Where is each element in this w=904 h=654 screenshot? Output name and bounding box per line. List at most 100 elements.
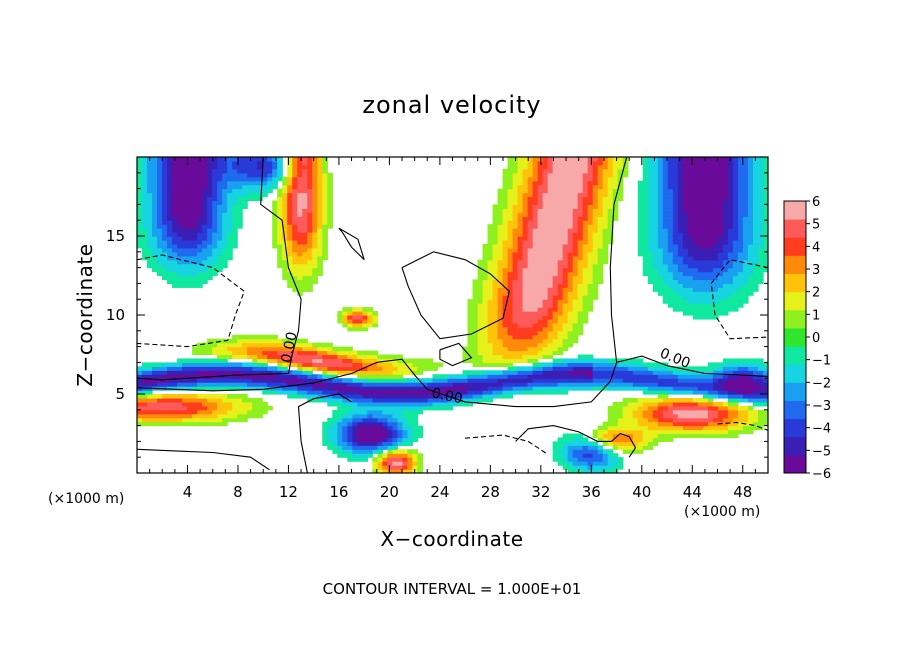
field-cell xyxy=(567,279,574,284)
field-cell xyxy=(582,157,589,162)
field-cell xyxy=(492,318,499,324)
field-cell xyxy=(322,208,328,213)
field-cell xyxy=(462,401,469,407)
field-cell xyxy=(372,397,378,403)
field-cell xyxy=(302,220,308,225)
field-cell xyxy=(537,216,544,221)
field-cell xyxy=(142,417,148,423)
field-cell xyxy=(282,196,288,202)
field-cell xyxy=(527,390,534,395)
field-cell xyxy=(482,315,489,320)
field-cell xyxy=(712,247,719,253)
field-cell xyxy=(602,216,609,221)
field-cell xyxy=(197,164,203,170)
field-cell xyxy=(332,421,338,427)
field-cell xyxy=(712,283,719,288)
field-cell xyxy=(292,350,298,356)
field-cell xyxy=(232,413,238,419)
field-cell xyxy=(592,247,599,253)
field-cell xyxy=(402,358,409,363)
field-cell xyxy=(192,188,198,194)
field-cell xyxy=(477,394,484,399)
field-cell xyxy=(572,208,579,213)
field-cell xyxy=(187,394,193,399)
field-cell xyxy=(567,157,574,162)
field-cell xyxy=(162,176,168,182)
field-cell xyxy=(222,192,228,198)
field-cell xyxy=(277,346,283,352)
field-cell xyxy=(572,168,579,174)
field-cell xyxy=(577,465,584,470)
field-cell xyxy=(532,338,539,344)
field-cell xyxy=(707,184,714,190)
field-cell xyxy=(262,362,268,367)
field-cell xyxy=(167,263,173,269)
field-cell xyxy=(142,220,148,225)
field-cell xyxy=(357,405,363,411)
field-cell xyxy=(512,338,519,344)
field-cell xyxy=(157,370,163,375)
field-cell xyxy=(377,441,383,446)
field-cell xyxy=(477,362,484,367)
field-cell xyxy=(187,184,193,190)
field-cell xyxy=(352,362,358,367)
field-cell xyxy=(552,267,559,273)
field-cell xyxy=(222,247,228,253)
field-cell xyxy=(547,291,554,296)
field-cell xyxy=(227,401,233,407)
field-cell xyxy=(662,378,669,383)
field-cell xyxy=(327,346,333,352)
field-cell xyxy=(432,366,439,371)
field-cell xyxy=(542,164,549,170)
field-cell xyxy=(257,342,263,348)
field-cell xyxy=(587,247,594,253)
field-cell xyxy=(377,425,383,431)
field-cell xyxy=(367,417,373,423)
field-cell xyxy=(237,334,243,340)
field-cell xyxy=(362,382,368,387)
field-cell xyxy=(247,342,253,348)
field-cell xyxy=(642,200,649,205)
field-cell xyxy=(532,370,539,375)
field-cell xyxy=(187,180,193,186)
field-cell xyxy=(212,382,218,387)
field-cell xyxy=(202,228,208,233)
field-cell xyxy=(677,176,684,182)
field-cell xyxy=(207,362,213,367)
field-cell xyxy=(597,216,604,221)
field-cell xyxy=(262,378,268,383)
field-cell xyxy=(402,394,409,399)
field-cell xyxy=(647,247,654,253)
field-cell xyxy=(602,378,609,383)
field-cell xyxy=(642,243,649,249)
field-cell xyxy=(147,160,153,166)
field-cell xyxy=(487,350,494,356)
field-cell xyxy=(707,196,714,202)
field-cell xyxy=(662,188,669,194)
field-cell xyxy=(582,212,589,217)
field-cell xyxy=(257,354,263,360)
field-cell xyxy=(287,267,293,273)
field-cell xyxy=(162,157,168,162)
field-cell xyxy=(167,212,173,217)
field-cell xyxy=(272,216,278,221)
field-cell xyxy=(162,413,168,419)
field-cell xyxy=(512,180,519,186)
field-cell xyxy=(667,287,674,292)
field-cell xyxy=(562,168,569,174)
field-cell xyxy=(567,212,574,217)
field-cell xyxy=(597,192,604,198)
field-cell xyxy=(687,200,694,205)
field-cell xyxy=(667,417,674,423)
field-cell xyxy=(722,425,729,431)
field-cell xyxy=(212,243,218,249)
field-cell xyxy=(292,232,298,237)
field-cell xyxy=(507,326,514,332)
field-cell xyxy=(302,247,308,253)
field-cell xyxy=(567,287,574,292)
field-cell xyxy=(277,390,283,395)
field-cell xyxy=(287,228,293,233)
field-cell xyxy=(162,409,168,415)
field-cell xyxy=(362,405,368,411)
field-cell xyxy=(602,236,609,241)
